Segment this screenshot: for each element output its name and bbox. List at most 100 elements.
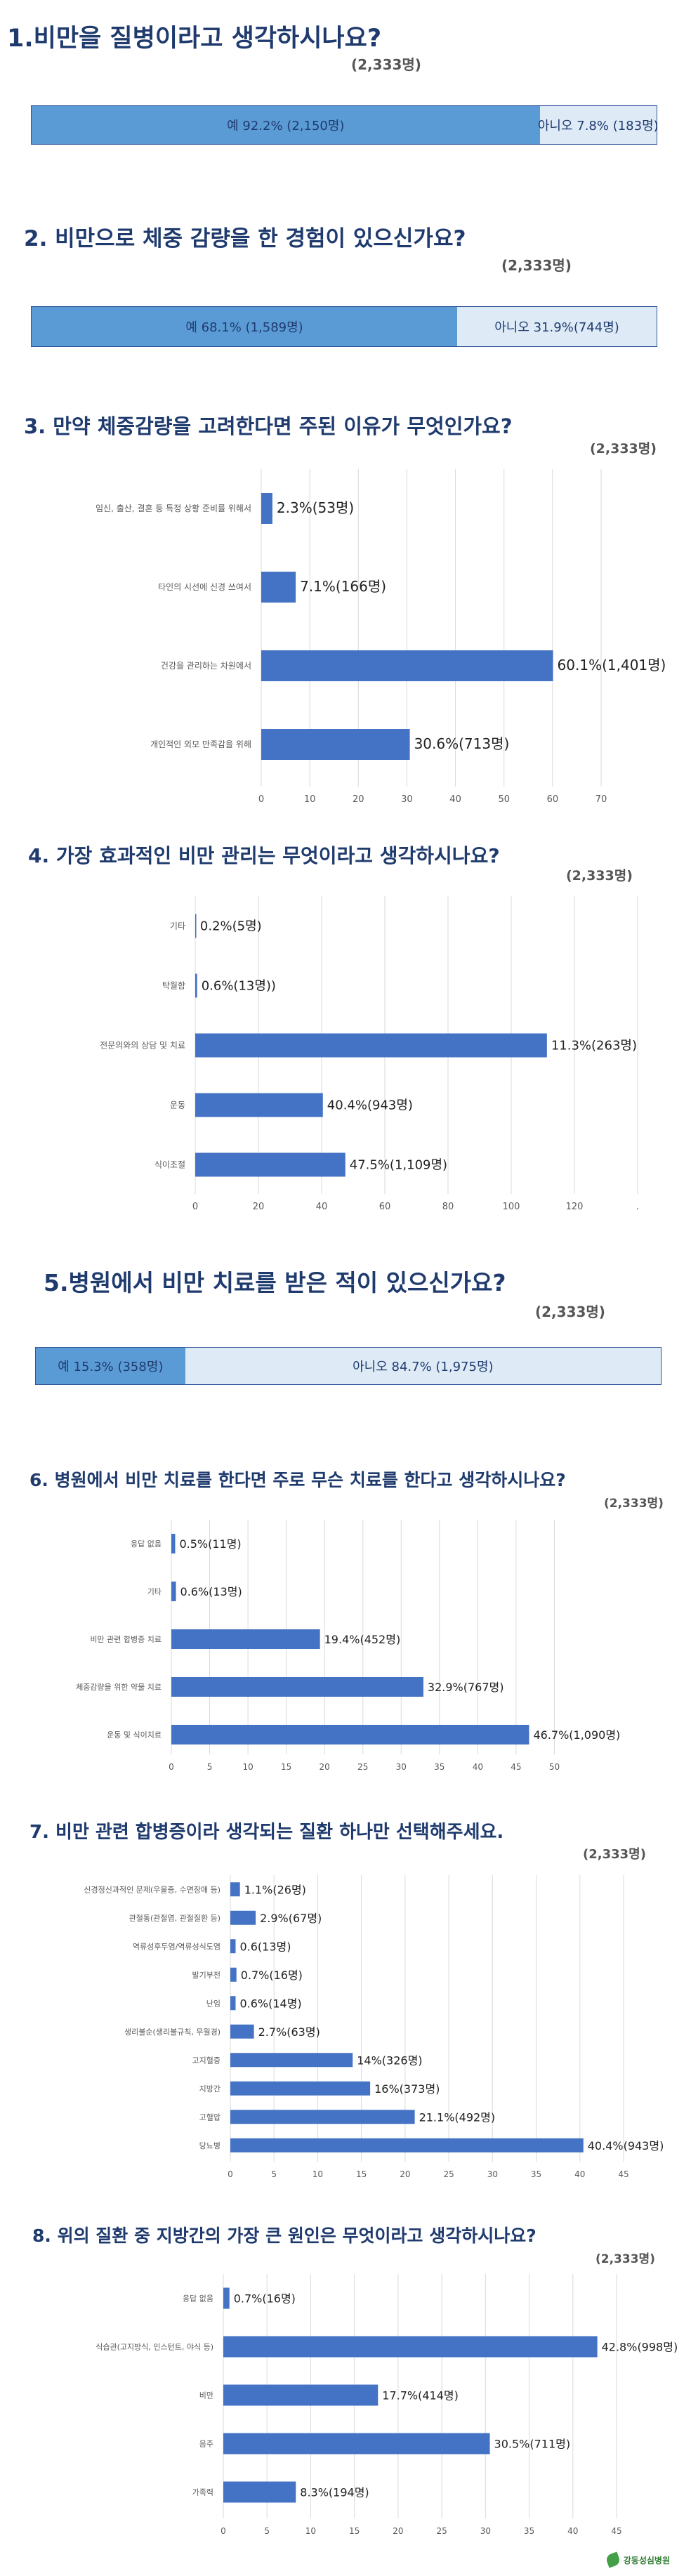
x-tick-label: 45 [611, 2526, 621, 2536]
category-label: 난임 [206, 1999, 221, 2008]
x-tick-label: 40 [574, 2169, 585, 2179]
q5-yes-label: 예 15.3% (358명) [58, 1360, 164, 1374]
category-label: 비만 관련 합병증 치료 [90, 1635, 162, 1644]
bar [230, 1996, 236, 2011]
x-tick-label: 15 [356, 2169, 367, 2179]
x-tick-label: 0 [258, 794, 264, 805]
data-label: 40.4%(943명) [588, 2139, 664, 2153]
q3-bar-chart: 0 10 20 30 40 50 60 70 임신, 출산, 결혼 등 특정 상황 준비를 위해… [96, 469, 666, 805]
x-tick-label: 20 [253, 1202, 265, 1212]
data-label: 30.6%(713명) [414, 735, 510, 752]
category-label: 식이조절 [154, 1160, 185, 1170]
data-label: 2.9%(67명) [260, 1912, 322, 1925]
x-tick-label: 50 [549, 1762, 560, 1772]
q1-title: 1.비만을 질병이라고 생각하시나요? [7, 25, 382, 53]
x-tick-label: 10 [304, 794, 316, 805]
category-label: 발기부전 [192, 1971, 221, 1980]
q1-yes-label: 예 92.2% (2,150명) [227, 119, 345, 133]
category-label: 관절통(관절염, 관절질환 등) [129, 1914, 221, 1923]
bar [223, 2384, 379, 2406]
x-tick-label: 20 [400, 2169, 410, 2179]
data-label: 60.1%(1,401명) [558, 657, 666, 673]
q3-count: (2,333명) [590, 441, 657, 456]
bar [230, 2081, 371, 2096]
q5-no-segment: 아니오 84.7% (1,975명) [185, 1348, 661, 1384]
x-tick-label: 10 [312, 2169, 323, 2179]
x-tick-label: 5 [207, 1762, 213, 1772]
q5-stacked-bar: 예 15.3% (358명) 아니오 84.7% (1,975명) [35, 1347, 662, 1385]
category-label: 임신, 출산, 결혼 등 특정 상황 준비를 위해서 [96, 504, 251, 513]
data-label: 2.7%(63명) [258, 2025, 320, 2039]
data-label: 0.2%(5명) [200, 919, 262, 934]
bar [195, 1152, 346, 1177]
q8-title: 8. 위의 질환 중 지방간의 가장 큰 원인은 무엇이라고 생각하시나요? [32, 2226, 537, 2246]
q2-yes-label: 예 68.1% (1,589명) [185, 320, 303, 335]
data-label: 16%(373명) [374, 2082, 440, 2096]
bar [230, 1910, 256, 1925]
category-label: 지방간 [199, 2084, 221, 2094]
x-tick-label: 120 [566, 1202, 584, 1212]
category-label: 음주 [199, 2440, 213, 2449]
x-tick-label: 0 [228, 2169, 233, 2179]
bar [230, 1967, 237, 1982]
category-label: 당뇨병 [199, 2141, 221, 2150]
x-tick-label: 45 [511, 1762, 521, 1772]
q2-stacked-bar: 예 68.1% (1,589명) 아니오 31.9%(744명) [31, 306, 657, 347]
data-label: 7.1%(166명) [300, 578, 386, 595]
bar [223, 2481, 296, 2503]
bar [171, 1629, 320, 1649]
data-label: 32.9%(767명) [428, 1681, 504, 1694]
data-label: 17.7%(414명) [382, 2389, 459, 2403]
x-tick-label: 40 [473, 1762, 483, 1772]
q5-yes-segment: 예 15.3% (358명) [36, 1348, 185, 1384]
bar [195, 914, 197, 938]
q1-stacked-bar: 예 92.2% (2,150명) 아니오 7.8% (183명) [31, 105, 659, 145]
bar [261, 572, 296, 603]
x-tick-label: 100 [503, 1202, 520, 1212]
category-label: 개인적인 외모 만족감을 위해 [150, 740, 251, 749]
x-tick-label: 15 [349, 2526, 360, 2536]
q2-no-segment: 아니오 31.9%(744명) [457, 307, 657, 346]
q5-count: (2,333명) [535, 1303, 605, 1320]
bar [230, 2024, 254, 2039]
category-label: 체중감량을 위한 약물 치료 [76, 1682, 162, 1692]
q7-bar-chart: 0 5 10 15 20 25 30 35 40 45 신경정신과적인 문제(우울증, 수면장애 등… [84, 1875, 664, 2179]
bar [195, 1033, 547, 1058]
q7-title: 7. 비만 관련 합병증이라 생각되는 질환 하나만 선택해주세요. [29, 1822, 504, 1843]
data-label: 0.6%(14명) [239, 1997, 301, 2010]
data-label: 8.3%(194명) [300, 2486, 369, 2499]
x-tick-label: 35 [531, 2169, 541, 2179]
category-label: 전문의와의 상담 및 치료 [100, 1041, 185, 1051]
q5-title: 5.병원에서 비만 치료를 받은 적이 있으신가요? [44, 1269, 506, 1296]
data-label: 2.3%(53명) [277, 499, 354, 516]
category-label: 탁월함 [162, 981, 185, 991]
data-label: 40.4%(943명) [327, 1098, 413, 1113]
x-tick-label: 0 [169, 1762, 174, 1772]
category-label: 가족력 [192, 2488, 213, 2497]
category-label: 기타 [147, 1587, 162, 1596]
x-tick-label: 40 [449, 794, 461, 805]
x-tick-label: 5 [271, 2169, 277, 2179]
category-label: 응답 없음 [131, 1539, 162, 1549]
data-label: 46.7%(1,090명) [533, 1728, 620, 1742]
category-label: 신경정신과적인 문제(우울증, 수면장애 등) [84, 1885, 221, 1894]
q1-no-label: 아니오 7.8% (183명) [537, 119, 659, 133]
bar [230, 1882, 240, 1897]
q3-title: 3. 만약 체중감량을 고려한다면 주된 이유가 무엇인가요? [24, 414, 513, 438]
x-tick-label: 45 [618, 2169, 629, 2179]
x-tick-label: 25 [357, 1762, 368, 1772]
q2-title: 2. 비만으로 체중 감량을 한 경험이 있으신가요? [24, 226, 466, 251]
x-tick-label: 30 [401, 794, 413, 805]
x-tick-label: 25 [436, 2526, 447, 2536]
x-tick-label: 30 [396, 1762, 407, 1772]
bar [261, 729, 410, 760]
x-tick-label: 5 [264, 2526, 270, 2536]
bar [261, 650, 553, 681]
x-tick-label: . [636, 1202, 639, 1212]
data-label: 42.8%(998명) [602, 2341, 678, 2354]
category-label: 운동 및 식이치료 [107, 1730, 162, 1740]
x-tick-label: 80 [442, 1202, 454, 1212]
category-label: 건강을 관리하는 차원에서 [161, 661, 251, 671]
data-label: 0.7%(16명) [234, 2292, 296, 2306]
data-label: 0.6%(13명) [180, 1585, 242, 1598]
